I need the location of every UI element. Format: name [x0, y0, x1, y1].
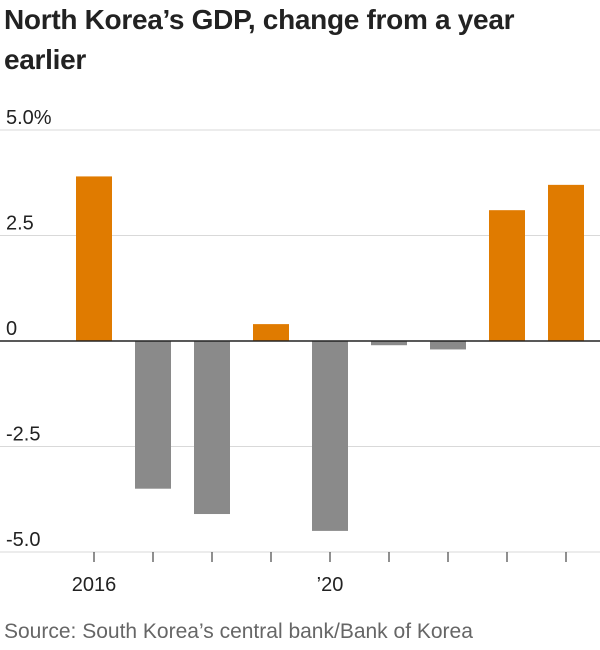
bar-2017	[135, 341, 171, 489]
bar-2016	[76, 176, 112, 341]
bar-2024	[548, 184, 584, 341]
bar-2023	[489, 210, 525, 341]
bar-2020	[312, 341, 348, 531]
y-tick-label: -2.5	[6, 424, 40, 446]
y-tick-label: -5.0	[6, 529, 40, 551]
y-tick-label: 0	[6, 318, 17, 340]
bar-2019	[253, 324, 289, 341]
y-tick-label: 2.5	[6, 213, 34, 235]
bar-2021	[371, 341, 407, 346]
x-tick-label: 2016	[72, 574, 117, 596]
chart-title: North Korea’s GDP, change from a year ea…	[4, 4, 515, 75]
bar-chart: 5.0% 2.5 0 -2.5 -5.0 2016 ’20	[0, 107, 600, 596]
bars	[76, 176, 584, 531]
x-axis: 2016 ’20	[0, 340, 600, 596]
source-note: Source: South Korea’s central bank/Bank …	[4, 620, 473, 643]
x-tick-label: ’20	[317, 574, 344, 596]
y-tick-label: 5.0%	[6, 107, 52, 129]
bar-2022	[430, 341, 466, 350]
bar-2018	[194, 341, 230, 515]
y-axis-tick-labels: 5.0% 2.5 0 -2.5 -5.0	[6, 107, 52, 551]
